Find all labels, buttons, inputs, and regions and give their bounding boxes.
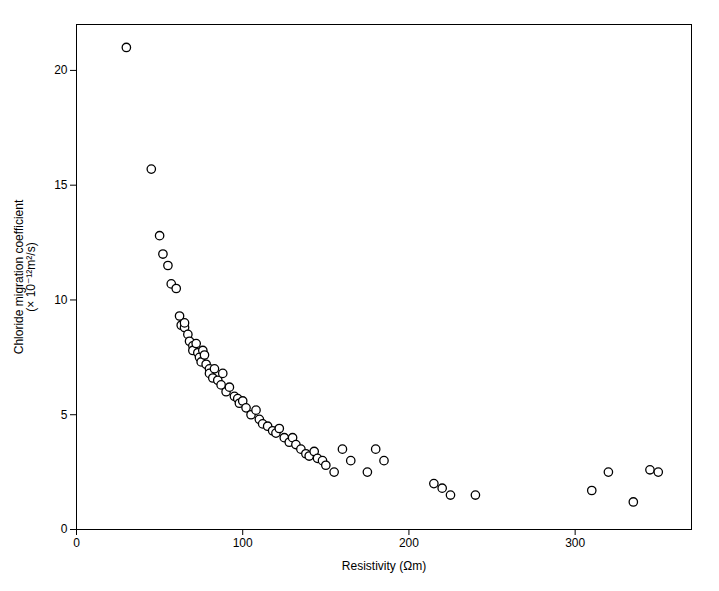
- svg-text:Resistivity (Ωm): Resistivity (Ωm): [342, 559, 426, 573]
- svg-text:5: 5: [61, 408, 68, 422]
- svg-text:200: 200: [399, 536, 419, 550]
- svg-text:15: 15: [54, 178, 68, 192]
- svg-text:300: 300: [565, 536, 585, 550]
- svg-text:20: 20: [54, 63, 68, 77]
- svg-text:Chloride migration coefficient: Chloride migration coefficient(× 10⁻¹²m²…: [12, 199, 38, 354]
- svg-text:0: 0: [73, 536, 80, 550]
- svg-text:0: 0: [61, 522, 68, 536]
- svg-text:100: 100: [233, 536, 253, 550]
- svg-text:10: 10: [54, 293, 68, 307]
